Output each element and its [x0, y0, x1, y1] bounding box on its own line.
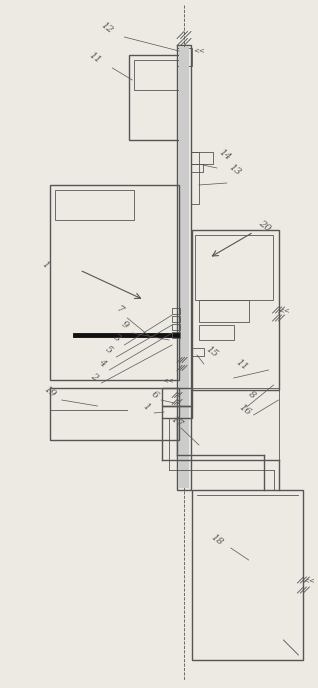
- Bar: [199, 325, 234, 340]
- Text: 1: 1: [141, 402, 152, 413]
- Text: <<: <<: [162, 377, 174, 383]
- Text: 11: 11: [87, 51, 103, 65]
- Text: 12: 12: [100, 21, 115, 35]
- Bar: [192, 348, 204, 356]
- Text: <<: <<: [193, 47, 205, 53]
- Bar: [177, 45, 191, 490]
- Text: 7: 7: [114, 305, 125, 316]
- Text: 8: 8: [247, 389, 257, 400]
- Text: <<: <<: [279, 307, 290, 313]
- Bar: [172, 324, 180, 330]
- Bar: [179, 47, 189, 488]
- Text: 3: 3: [111, 332, 122, 343]
- Bar: [192, 230, 279, 390]
- Bar: [172, 316, 180, 322]
- Text: 1: 1: [40, 259, 50, 270]
- Bar: [50, 388, 179, 440]
- Bar: [191, 152, 213, 164]
- Text: 20: 20: [257, 219, 272, 233]
- Bar: [162, 406, 192, 418]
- Bar: [177, 48, 192, 66]
- Text: 17: 17: [169, 415, 184, 429]
- Text: 19: 19: [42, 385, 57, 400]
- Bar: [199, 300, 249, 322]
- Text: 6: 6: [149, 389, 160, 400]
- Text: 9: 9: [119, 319, 130, 330]
- Bar: [172, 308, 180, 314]
- Bar: [162, 388, 192, 406]
- Bar: [195, 235, 273, 300]
- Text: 18: 18: [209, 533, 224, 548]
- Text: <<: <<: [303, 577, 315, 583]
- Text: 14: 14: [217, 148, 232, 162]
- Bar: [134, 60, 179, 90]
- Bar: [55, 190, 134, 220]
- Text: 13: 13: [227, 162, 242, 178]
- Text: 2: 2: [88, 372, 99, 383]
- Bar: [129, 55, 184, 140]
- Text: 5: 5: [103, 345, 114, 356]
- Bar: [50, 185, 179, 380]
- Text: 15: 15: [204, 345, 219, 359]
- Bar: [192, 490, 303, 660]
- Text: 4: 4: [96, 358, 107, 369]
- Bar: [172, 332, 180, 338]
- Bar: [191, 152, 199, 204]
- Text: 16: 16: [237, 402, 252, 418]
- Text: 11: 11: [234, 358, 249, 372]
- Bar: [191, 164, 203, 172]
